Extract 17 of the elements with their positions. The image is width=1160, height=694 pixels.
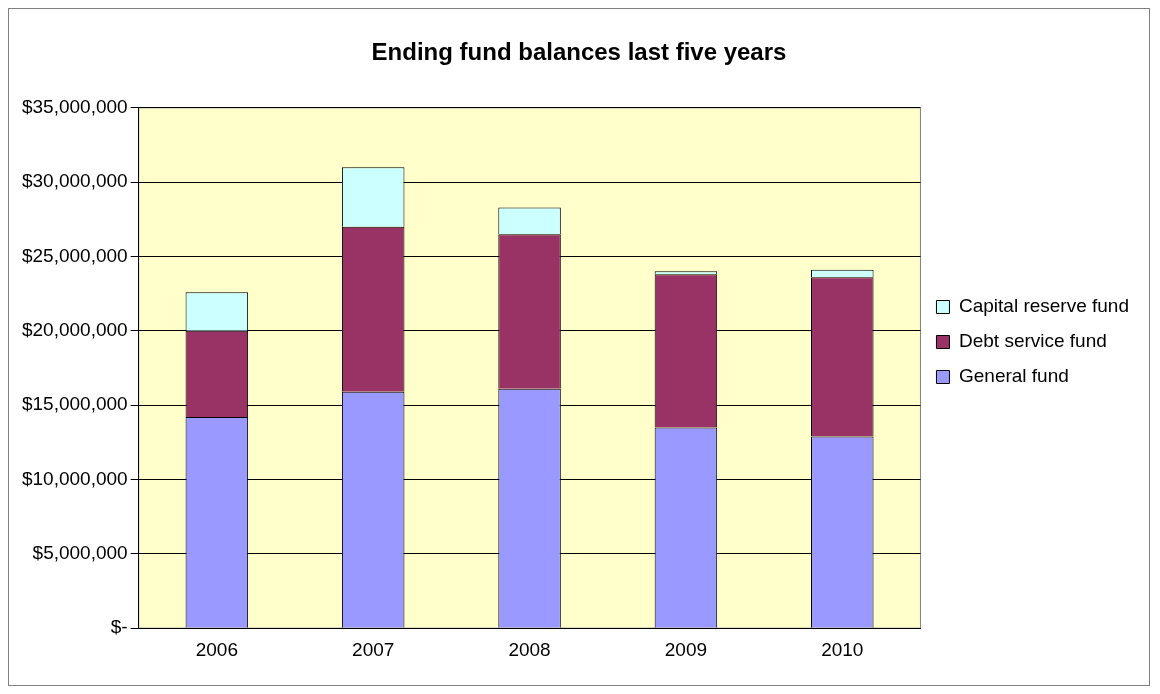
chart-title: Ending fund balances last five years [371, 38, 787, 66]
y-tick-label: $10,000,000 [21, 467, 128, 489]
y-tick-label: $20,000,000 [21, 319, 128, 341]
x-tick-label: 2009 [664, 638, 708, 660]
y-tick-label: $35,000,000 [21, 96, 128, 118]
legend-label: Debt service fund [958, 330, 1107, 352]
y-tick-label: $- [110, 616, 128, 638]
x-tick-label: 2006 [195, 638, 238, 660]
y-tick-label: $15,000,000 [21, 393, 128, 415]
legend-label: Capital reserve fund [958, 295, 1130, 317]
x-tick-label: 2010 [821, 638, 864, 660]
y-tick-label: $5,000,000 [32, 542, 128, 564]
y-tick-label: $30,000,000 [21, 170, 128, 192]
legend-label: General fund [958, 365, 1069, 387]
y-tick-label: $25,000,000 [21, 244, 128, 266]
x-tick-label: 2007 [352, 638, 395, 660]
x-tick-label: 2008 [508, 638, 551, 660]
